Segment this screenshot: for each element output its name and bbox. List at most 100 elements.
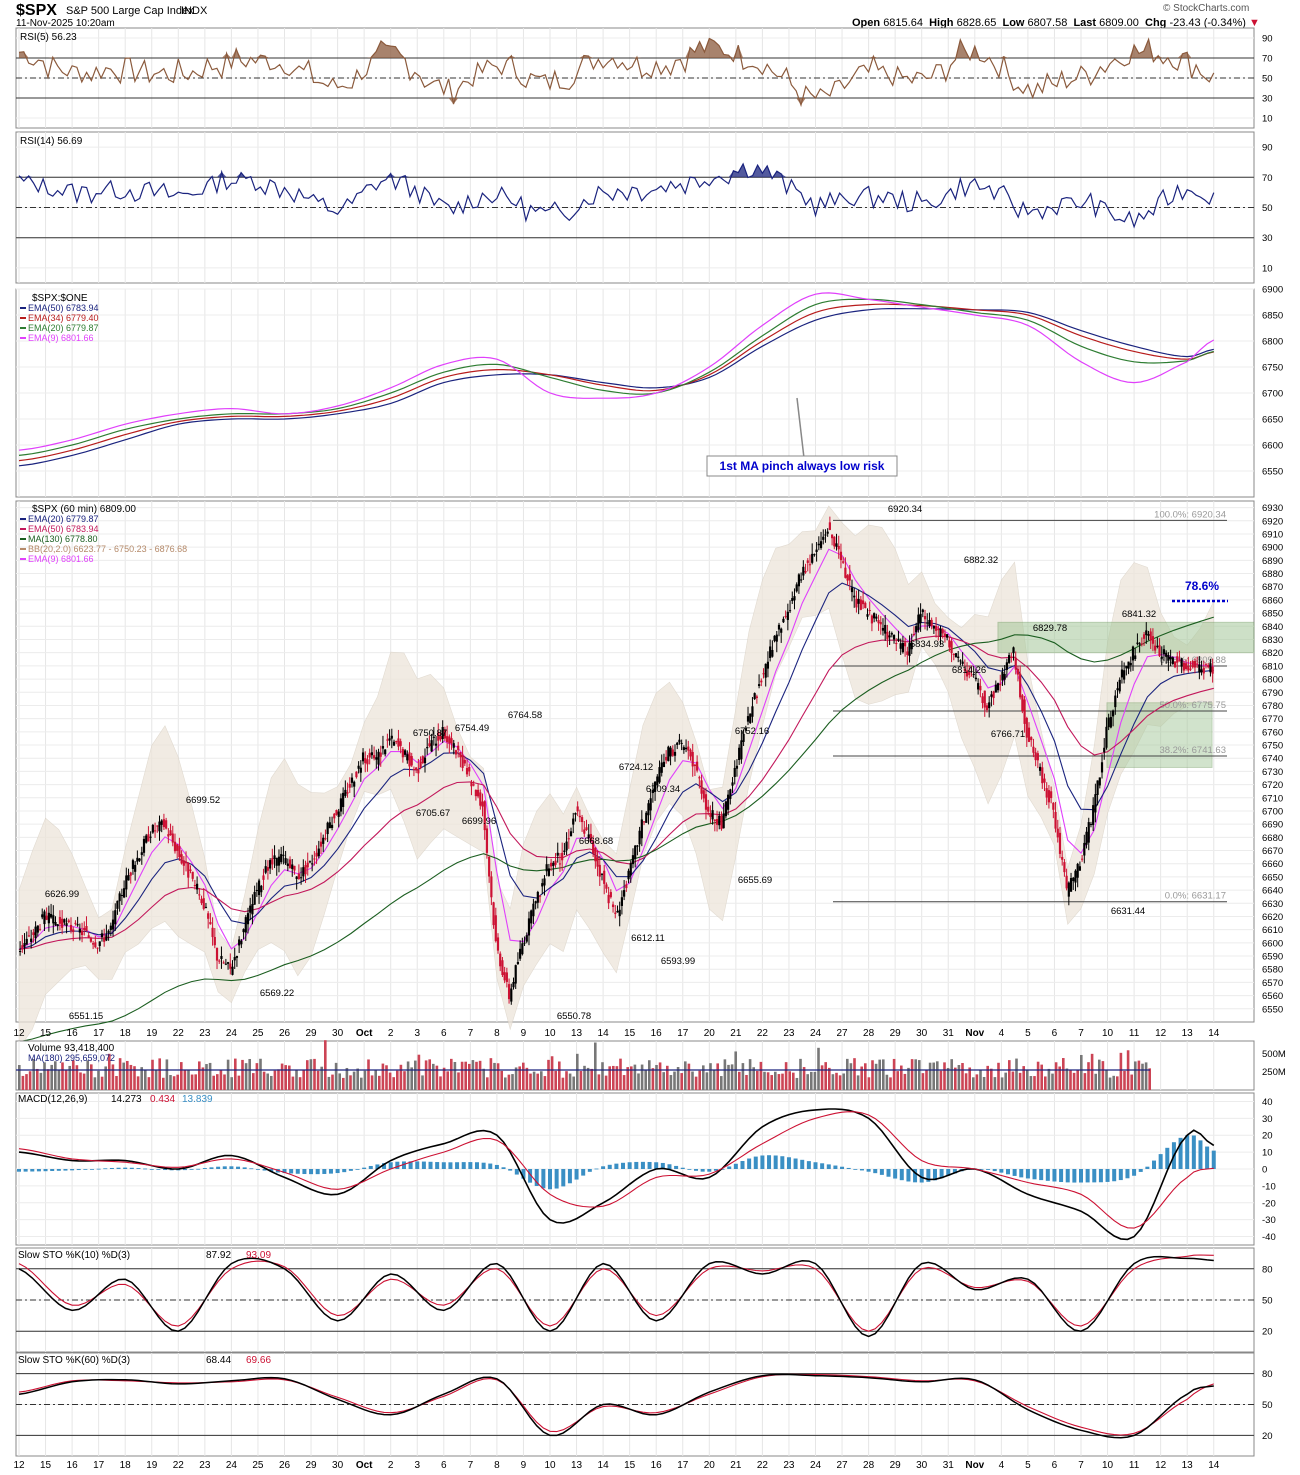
candle-body bbox=[224, 963, 227, 965]
x-axis-label-bottom: 16 bbox=[67, 1460, 79, 1471]
candle-body bbox=[1178, 660, 1181, 662]
volume-bar bbox=[57, 1069, 61, 1090]
macd-histogram-bar bbox=[63, 1169, 68, 1171]
candle-body bbox=[943, 633, 947, 637]
candle-body bbox=[512, 981, 515, 988]
volume-bar bbox=[543, 1076, 547, 1090]
volume-bar bbox=[597, 1074, 601, 1090]
candle-body bbox=[864, 602, 867, 608]
candle-body bbox=[61, 918, 64, 928]
candle-body bbox=[114, 910, 117, 925]
macd-histogram-bar bbox=[654, 1162, 659, 1169]
candle-body bbox=[74, 922, 77, 924]
macd-histogram-bar bbox=[780, 1156, 785, 1169]
x-axis-label-bottom: 29 bbox=[890, 1460, 902, 1471]
macd-histogram-bar bbox=[1025, 1169, 1030, 1179]
candle-body bbox=[474, 789, 477, 797]
candle-body bbox=[242, 929, 245, 933]
x-axis-label: 27 bbox=[836, 1028, 848, 1039]
macd-histogram-bar bbox=[866, 1169, 871, 1172]
candle-body bbox=[965, 670, 969, 677]
candle-body bbox=[437, 732, 440, 741]
candle-body bbox=[136, 857, 139, 862]
volume-bar bbox=[25, 1074, 28, 1090]
candle-body bbox=[952, 653, 955, 655]
volume-bar bbox=[864, 1063, 867, 1090]
candle-body bbox=[890, 633, 893, 635]
macd-histogram-bar bbox=[800, 1159, 805, 1169]
candle-body bbox=[63, 919, 66, 923]
volume-bar bbox=[446, 1071, 449, 1090]
candle-body bbox=[490, 876, 493, 898]
macd-histogram-bar bbox=[992, 1169, 997, 1172]
price-panel-tick-label: 6720 bbox=[1262, 780, 1283, 791]
volume-bar bbox=[615, 1066, 619, 1090]
candle-body bbox=[844, 567, 847, 578]
price-panel-tick-label: 6690 bbox=[1262, 820, 1283, 831]
candle-body bbox=[1154, 645, 1157, 651]
candle-body bbox=[47, 912, 50, 924]
candle-body bbox=[580, 817, 584, 823]
volume-bar bbox=[507, 1074, 511, 1090]
candle-body bbox=[585, 827, 588, 830]
volume-bar bbox=[1108, 1077, 1112, 1090]
volume-bar bbox=[892, 1058, 896, 1090]
x-axis-label: 10 bbox=[1102, 1028, 1114, 1039]
candle-body bbox=[375, 757, 378, 760]
ema-series-line bbox=[18, 298, 1214, 456]
candle-body bbox=[678, 739, 681, 743]
candle-body bbox=[906, 651, 909, 655]
candle-body bbox=[784, 616, 787, 618]
ema-panel-tick-label: 6900 bbox=[1262, 285, 1283, 296]
candle-body bbox=[1030, 737, 1033, 741]
x-axis-label-bottom: 4 bbox=[999, 1460, 1005, 1471]
volume-bar bbox=[144, 1070, 147, 1090]
x-axis-label: 17 bbox=[677, 1028, 689, 1039]
volume-bar bbox=[1044, 1076, 1047, 1090]
price-ma-line bbox=[18, 616, 1214, 1043]
candle-body bbox=[950, 641, 953, 654]
volume-bar bbox=[986, 1065, 989, 1090]
candle-body bbox=[377, 751, 380, 765]
candle-body bbox=[215, 947, 219, 961]
volume-bar bbox=[669, 1075, 673, 1090]
volume-bar bbox=[720, 1076, 723, 1090]
volume-bar bbox=[1080, 1054, 1083, 1090]
x-axis-label-bottom: 17 bbox=[93, 1460, 105, 1471]
swing-high-label: 6699.52 bbox=[186, 795, 220, 806]
macd-histogram-bar bbox=[1019, 1169, 1024, 1178]
volume-bar bbox=[46, 1069, 50, 1090]
candle-body bbox=[468, 767, 471, 772]
macd-histogram-bar bbox=[109, 1167, 114, 1169]
x-axis-label-bottom: 14 bbox=[1208, 1460, 1220, 1471]
volume-bar bbox=[622, 1075, 626, 1090]
macd-line bbox=[18, 1108, 1215, 1241]
volume-bar bbox=[482, 1068, 485, 1090]
candle-body bbox=[406, 754, 409, 761]
candle-body bbox=[381, 746, 385, 749]
candle-body bbox=[1202, 667, 1205, 674]
volume-bar bbox=[1000, 1077, 1004, 1090]
volume-bar bbox=[658, 1062, 662, 1090]
candle-body bbox=[764, 663, 767, 678]
volume-bar bbox=[489, 1058, 493, 1090]
candle-body bbox=[443, 729, 447, 739]
swing-low-label: 6834.93 bbox=[910, 639, 944, 650]
candle-body bbox=[1014, 657, 1017, 670]
candle-body bbox=[623, 890, 626, 897]
volume-bar bbox=[795, 1077, 799, 1090]
candle-body bbox=[700, 780, 703, 794]
candle-body bbox=[691, 751, 694, 767]
macd-histogram-bar bbox=[1105, 1169, 1110, 1182]
candle-body bbox=[165, 820, 168, 829]
volume-bar bbox=[705, 1072, 709, 1090]
swing-low-label: 6569.22 bbox=[260, 988, 294, 999]
x-axis-label: 20 bbox=[704, 1028, 716, 1039]
volume-bar bbox=[766, 1072, 770, 1090]
candle-body bbox=[428, 743, 431, 747]
candle-body bbox=[775, 634, 778, 642]
volume-bar bbox=[1116, 1076, 1119, 1090]
x-axis-label: 22 bbox=[173, 1028, 185, 1039]
candle-body bbox=[574, 813, 577, 815]
volume-bar bbox=[381, 1063, 385, 1090]
